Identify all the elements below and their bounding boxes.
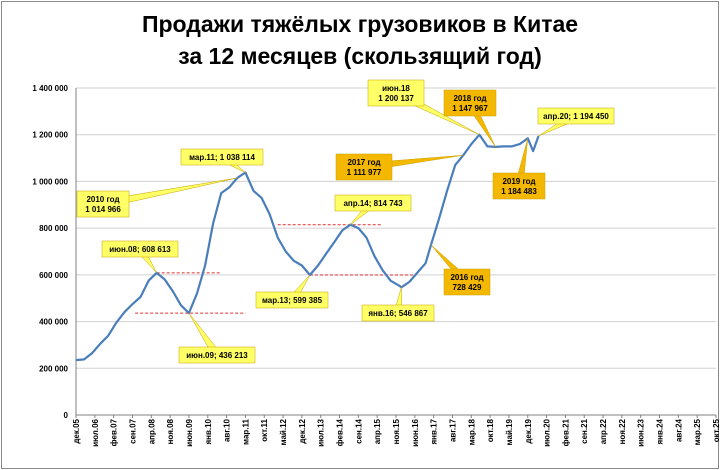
y-tick-label: 1 200 000 [32,131,68,140]
x-tick-label: дек.19 [524,418,533,443]
callout-label: 1 111 977 [347,168,382,177]
x-tick-label: ноя.22 [618,418,627,444]
callout-box [255,291,329,309]
y-tick-label: 1 400 000 [32,84,68,93]
x-tick-label: фев.07 [110,418,119,446]
callout-box [76,190,130,218]
x-tick-label: сен.14 [354,418,363,443]
y-tick-label: 600 000 [39,271,68,280]
callout-box [367,79,425,107]
callout-box [101,240,179,258]
callout-box [443,89,497,117]
callout-label: 1 014 966 [85,205,121,214]
callout-box [335,153,393,181]
x-tick-label: апр.22 [599,418,608,444]
x-tick-label: июл.13 [317,418,326,446]
x-tick-label: окт.25 [712,418,720,442]
callout-box [178,346,256,364]
callout-box [334,194,412,212]
callout-box [180,148,264,166]
x-tick-label: авг.10 [223,418,232,442]
callout-label: июн.09; 436 213 [186,351,248,360]
x-tick-label: янв.10 [204,418,213,444]
x-tick-label: янв.17 [430,418,439,444]
series-line [75,133,540,362]
x-tick-label: фев.21 [561,418,570,446]
callout-label: июн.18 [382,84,410,93]
callout-label: 728 429 [453,283,482,292]
x-tick-label: май.19 [505,418,514,445]
y-tick-label: 1 000 000 [32,177,68,186]
x-tick-label: ноя.15 [392,418,401,444]
callout-box [537,107,615,125]
callout-box [492,172,546,200]
callout-label: 1 184 483 [501,187,537,196]
x-tick-label: дек.05 [72,418,81,443]
chart-title-line-1: Продажи тяжёлых грузовиков в Китае [141,11,579,37]
y-tick-label: 200 000 [39,364,68,373]
x-tick-label: июн.23 [637,418,646,446]
callout-label: 2018 год [453,94,486,103]
callout-label: мар.11; 1 038 114 [189,153,255,162]
x-tick-label: мар.25 [693,418,702,445]
callout-label: апр.20; 1 194 450 [543,112,609,121]
x-tick-label: июн.16 [411,418,420,446]
x-tick-label: окт.11 [260,418,269,441]
x-tick-label: май.12 [279,418,288,445]
x-tick-label: апр.08 [147,418,156,444]
x-tick-label: мар.11 [241,418,250,444]
callout-label: апр.14; 814 743 [343,199,403,208]
y-tick-label: 800 000 [39,224,68,233]
x-tick-label: авг.24 [674,418,683,442]
callout-label: июн.08; 608 613 [109,245,171,254]
x-tick-label: апр.15 [373,418,382,444]
callout-label: 1 200 137 [378,94,414,103]
x-tick-label: июн.09 [185,418,194,446]
callout-label: 2016 год [450,273,483,282]
x-tick-label: сен.21 [580,418,589,443]
x-tick-label: мар.18 [467,418,476,445]
callout-label: янв.16; 546 867 [368,309,428,318]
callout-label: 2019 год [502,177,535,186]
callout-label: 1 147 967 [452,104,488,113]
x-tick-label: фев.14 [336,418,345,446]
chart-title-line-2: за 12 месяцев (скользящий год) [178,43,542,69]
y-tick-label: 400 000 [39,318,68,327]
x-tick-label: дек.12 [298,418,307,443]
callout-box [443,268,491,296]
callout-box [361,304,435,322]
x-tick-label: окт.18 [486,418,495,442]
x-tick-label: июл.20 [543,418,552,446]
callout-label: 2010 год [86,195,119,204]
y-tick-label: 0 [64,411,69,420]
x-tick-label: янв.24 [656,418,665,444]
callout-label: мар.13; 599 385 [262,296,323,305]
x-tick-label: сен.07 [128,418,137,443]
callout-label: 2017 год [347,158,380,167]
x-tick-label: июл.06 [91,418,100,446]
x-tick-label: авг.17 [448,418,457,442]
x-tick-label: ноя.08 [166,418,175,444]
